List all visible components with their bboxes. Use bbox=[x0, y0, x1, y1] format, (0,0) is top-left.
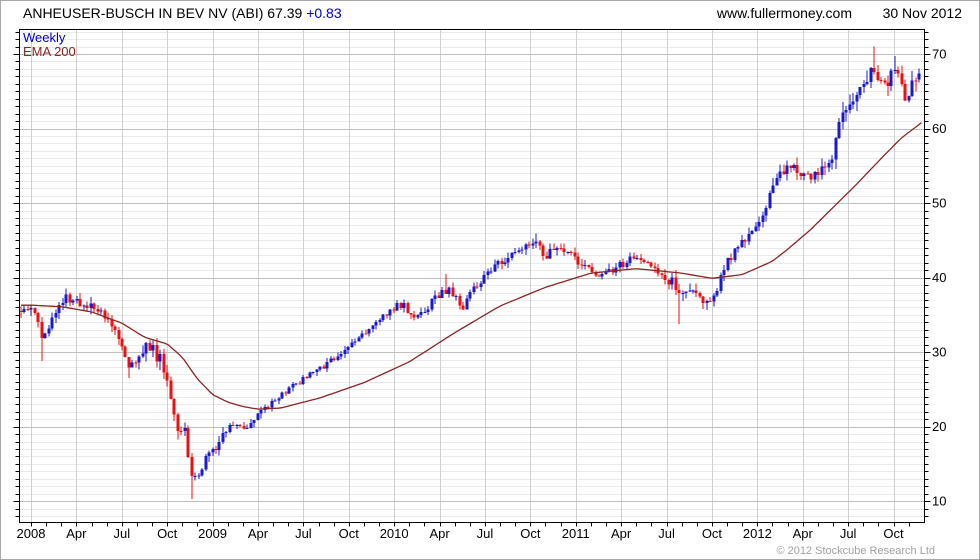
x-tick-label: Apr bbox=[248, 526, 269, 541]
minor-gridlines bbox=[19, 32, 924, 517]
x-tick-label: Apr bbox=[611, 526, 632, 541]
vertical-gridlines bbox=[31, 29, 895, 522]
y-tick-label: 60 bbox=[932, 121, 946, 136]
x-tick-label: Apr bbox=[429, 526, 450, 541]
grid-layer bbox=[19, 29, 924, 522]
chart-title: ANHEUSER-BUSCH IN BEV NV (ABI) 67.39 +0.… bbox=[23, 5, 342, 21]
x-tick-label: 2011 bbox=[562, 526, 590, 541]
x-tick-label: Jul bbox=[658, 526, 675, 541]
y-tick-label: 30 bbox=[932, 345, 946, 360]
x-tick-label: 2008 bbox=[17, 526, 46, 541]
instrument-name: ANHEUSER-BUSCH IN BEV NV (ABI) bbox=[23, 5, 264, 21]
plot-border bbox=[19, 29, 925, 523]
x-tick-label: 2012 bbox=[743, 526, 772, 541]
axis-labels: 10 20 30 40 50 60 70 2008 Apr Jul Oct 2009 Apr Jul Oct… bbox=[17, 47, 947, 542]
x-tick-label: Oct bbox=[702, 526, 723, 541]
axis-ticks bbox=[13, 32, 931, 527]
y-tick-label: 40 bbox=[932, 270, 946, 285]
y-tick-label: 70 bbox=[932, 47, 946, 62]
x-tick-label: Oct bbox=[339, 526, 360, 541]
up-candles bbox=[22, 56, 921, 481]
x-tick-label: Jul bbox=[113, 526, 130, 541]
x-tick-label: Apr bbox=[793, 526, 814, 541]
ema-line bbox=[21, 122, 922, 410]
y-tick-label: 10 bbox=[932, 494, 946, 509]
x-tick-label: 2010 bbox=[380, 526, 409, 541]
x-tick-label: Oct bbox=[520, 526, 541, 541]
x-tick-label: Oct bbox=[157, 526, 178, 541]
y-tick-label: 50 bbox=[932, 196, 946, 211]
chart-date: 30 Nov 2012 bbox=[882, 5, 962, 21]
y-tick-label: 20 bbox=[932, 419, 946, 434]
legend-ema-200: EMA 200 bbox=[23, 44, 76, 59]
last-price: 67.39 bbox=[267, 5, 303, 21]
x-tick-label: Jul bbox=[295, 526, 312, 541]
legend-timeframe: Weekly bbox=[23, 30, 66, 45]
x-tick-label: Jul bbox=[840, 526, 857, 541]
website-label: www.fullermoney.com bbox=[716, 5, 852, 21]
x-tick-label: Apr bbox=[66, 526, 87, 541]
copyright-notice: © 2012 Stockcube Research Ltd bbox=[776, 545, 935, 557]
axes-layer bbox=[13, 29, 931, 527]
x-tick-label: 2009 bbox=[198, 526, 227, 541]
x-tick-label: Oct bbox=[883, 526, 904, 541]
major-gridlines bbox=[19, 54, 924, 502]
price-change: +0.83 bbox=[306, 5, 342, 21]
x-tick-label: Jul bbox=[477, 526, 494, 541]
